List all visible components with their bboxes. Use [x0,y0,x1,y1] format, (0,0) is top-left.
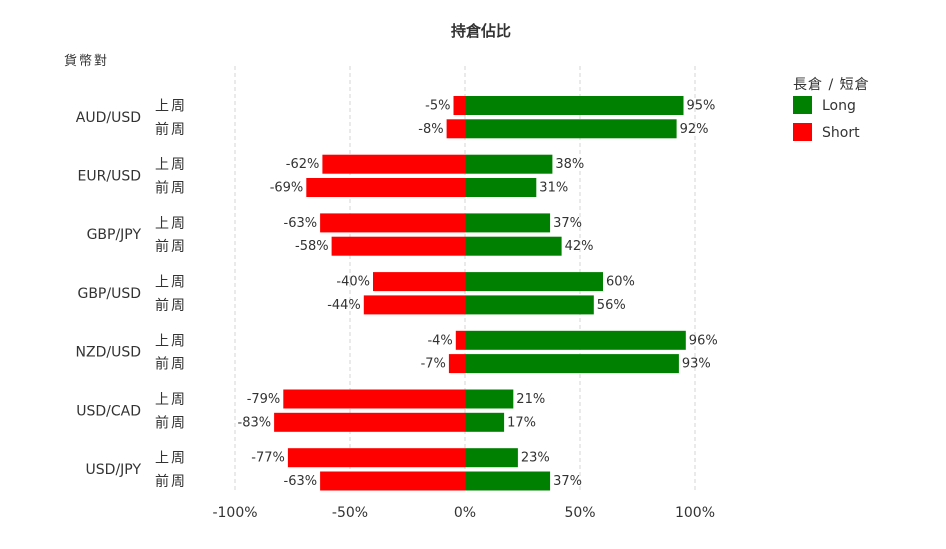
short-bar [331,236,465,256]
short-value-label: -4% [427,333,452,348]
long-value-label: 37% [553,216,582,231]
category-label: AUD/USD [76,110,141,126]
short-bar [453,96,465,115]
long-bar [465,295,594,315]
long-bar [465,178,537,197]
bars-group [274,96,686,491]
long-value-label: 17% [507,415,536,430]
long-bar [465,213,551,233]
period-label: 前周 [155,238,187,255]
short-bar [455,330,465,350]
short-value-label: -79% [247,392,281,407]
x-tick-label: 50% [564,505,595,521]
period-label: 上周 [155,451,187,467]
long-value-label: 21% [516,392,545,407]
short-bar [322,154,465,174]
legend: 長倉 / 短倉 Long Short [793,77,870,141]
short-value-label: -77% [251,451,285,466]
category-label: EUR/USD [78,169,141,185]
x-tick-label: -50% [332,505,368,521]
x-tick-label: 0% [454,505,476,521]
long-bar [465,272,603,292]
category-label: USD/CAD [76,403,141,419]
long-value-label: 92% [680,122,709,137]
y-axis-title: 貨幣對 [64,53,109,69]
short-value-label: -8% [418,122,443,137]
short-bar [373,272,465,292]
long-bar [465,154,553,174]
long-bar [465,354,679,374]
long-value-label: 56% [597,298,626,313]
category-label: USD/JPY [86,462,142,478]
period-label: 上周 [155,216,187,232]
category-label: NZD/USD [76,345,141,361]
labels-group: AUD/USD 上周 -5% 95% 前周 -8% 92% EUR/USD 上周 -62% 38% 前… [76,99,718,491]
short-bar [363,295,465,315]
long-bar [465,119,677,139]
legend-long-swatch [793,96,812,114]
short-value-label: -62% [286,157,320,172]
long-value-label: 38% [555,157,584,172]
long-bar [465,471,551,491]
long-value-label: 23% [521,451,550,466]
short-value-label: -40% [336,275,370,290]
period-label: 前周 [155,180,187,197]
long-value-label: 60% [606,275,635,290]
short-bar [320,213,465,233]
long-value-label: 42% [565,239,594,254]
period-label: 上周 [155,275,187,291]
long-value-label: 96% [689,333,718,348]
short-bar [287,448,465,468]
short-bar [448,354,465,374]
short-bar [306,178,465,197]
long-bar [465,412,505,432]
long-bar [465,389,514,409]
category-label: GBP/USD [77,286,141,302]
short-value-label: -83% [238,415,272,430]
legend-title: 長倉 / 短倉 [793,77,870,93]
period-label: 前周 [155,473,187,490]
short-bar [283,389,465,409]
period-label: 上周 [155,333,187,349]
short-value-label: -5% [425,99,450,114]
legend-short-label: Short [822,125,860,141]
x-tick-label: 100% [675,505,715,521]
long-bar [465,96,684,115]
chart-title: 持倉佔比 [451,22,511,40]
long-bar [465,448,518,468]
long-value-label: 95% [687,99,716,114]
period-label: 上周 [155,392,187,408]
x-tick-label: -100% [212,505,257,521]
legend-short-swatch [793,123,812,141]
short-value-label: -44% [327,298,361,313]
long-value-label: 93% [682,357,711,372]
short-value-label: -63% [284,474,318,489]
period-label: 上周 [155,99,187,115]
x-axis: -100% -50% 0% 50% 100% [212,505,715,521]
long-value-label: 31% [539,181,568,196]
short-bar [446,119,465,139]
period-label: 前周 [155,121,187,138]
short-bar [274,412,465,432]
short-value-label: -7% [421,357,446,372]
legend-long-label: Long [822,98,856,114]
long-bar [465,236,562,256]
long-value-label: 37% [553,474,582,489]
period-label: 前周 [155,414,187,431]
category-label: GBP/JPY [87,227,142,243]
period-label: 上周 [155,157,187,173]
period-label: 前周 [155,356,187,373]
short-bar [320,471,465,491]
short-value-label: -63% [284,216,318,231]
short-value-label: -69% [270,181,304,196]
long-bar [465,330,686,350]
short-value-label: -58% [295,239,329,254]
period-label: 前周 [155,297,187,314]
